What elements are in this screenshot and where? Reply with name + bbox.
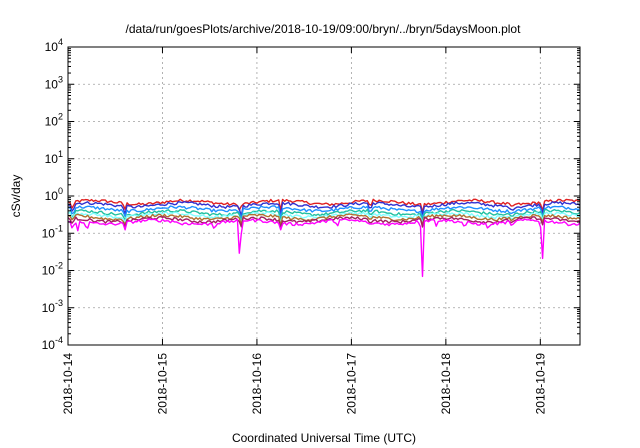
y-tick-base: 10: [45, 152, 59, 166]
y-tick-label: 10-1: [42, 223, 63, 240]
y-tick-exponent: 3: [58, 74, 63, 84]
series-group: [67, 198, 581, 278]
y-tick-exponent: 4: [58, 37, 63, 47]
y-tick-label: 10-3: [42, 298, 63, 315]
y-tick-exponent: 2: [58, 112, 63, 122]
x-axis-label: Coordinated Universal Time (UTC): [232, 431, 416, 445]
ticks: [67, 46, 580, 346]
series-line-1: [68, 200, 581, 217]
y-tick-label: 10-4: [42, 335, 63, 352]
chart-title: /data/run/goesPlots/archive/2018-10-19/0…: [126, 22, 522, 36]
x-tick-label: 2018-10-14: [61, 353, 75, 415]
y-tick-label: 102: [45, 112, 63, 129]
y-tick-base: 10: [45, 189, 59, 203]
y-tick-base: 10: [42, 226, 56, 240]
y-tick-base: 10: [42, 338, 56, 352]
x-tick-labels: 2018-10-14 2018-10-15 2018-10-16 2018-10-17…: [61, 353, 547, 415]
y-tick-base: 10: [42, 264, 56, 278]
y-tick-label: 104: [45, 37, 63, 54]
y-tick-label: 103: [45, 74, 63, 91]
series-line-3: [67, 208, 581, 223]
y-tick-label: 101: [45, 149, 63, 166]
y-tick-label: 100: [45, 186, 63, 203]
x-tick-label: 2018-10-19: [533, 353, 547, 415]
y-tick-exponent: -4: [55, 335, 63, 345]
y-tick-base: 10: [42, 301, 56, 315]
series-line-2: [67, 205, 581, 220]
x-tick-label: 2018-10-15: [155, 353, 169, 415]
y-tick-base: 10: [45, 115, 59, 129]
y-tick-exponent: 1: [58, 149, 63, 159]
series-line-0: [67, 198, 581, 213]
y-tick-exponent: -2: [55, 261, 63, 271]
y-tick-base: 10: [45, 77, 59, 91]
grid: [68, 47, 580, 345]
series-line-5: [67, 213, 581, 226]
x-tick-label: 2018-10-18: [439, 353, 453, 415]
y-tick-exponent: -3: [55, 298, 63, 308]
y-axis-label: cSv/day: [9, 175, 23, 218]
y-tick-exponent: 0: [58, 186, 63, 196]
y-tick-base: 10: [45, 40, 59, 54]
y-tick-label: 10-2: [42, 261, 63, 278]
x-tick-label: 2018-10-17: [344, 353, 358, 415]
x-tick-label: 2018-10-16: [250, 353, 264, 415]
y-tick-exponent: -1: [55, 223, 63, 233]
series-line-7: [67, 218, 581, 278]
